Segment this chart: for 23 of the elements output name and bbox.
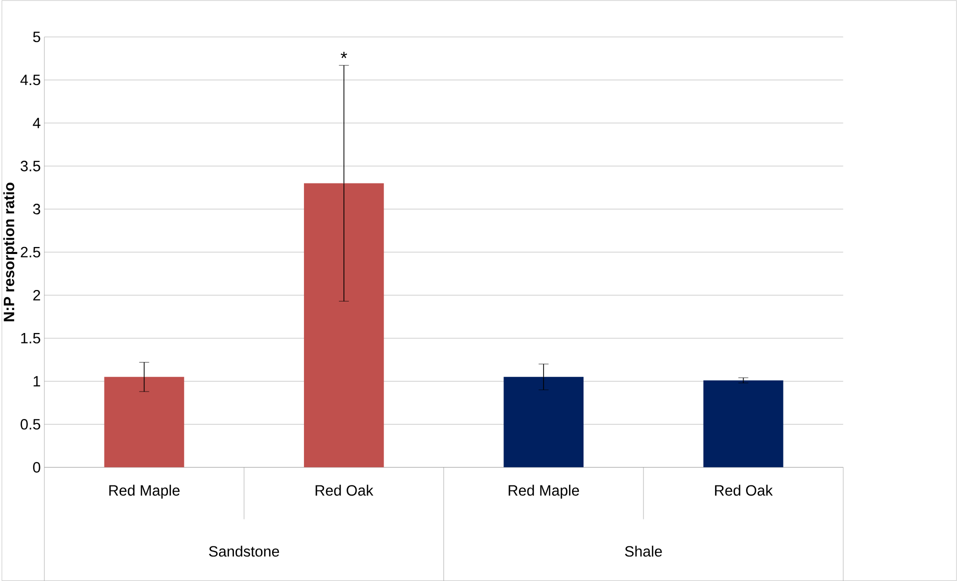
bar bbox=[703, 380, 784, 468]
y-tick-label: 2.5 bbox=[20, 246, 40, 258]
y-tick-label: 0 bbox=[33, 462, 40, 472]
text: Shale bbox=[625, 546, 662, 556]
bar bbox=[304, 183, 384, 468]
x-tick-label: Red Oak bbox=[316, 484, 374, 496]
bar bbox=[104, 376, 184, 468]
y-tick-label: 2 bbox=[33, 290, 40, 300]
y-tick-label: 4.5 bbox=[20, 74, 40, 86]
x-tick-label: Red Maple bbox=[109, 484, 180, 498]
y-tick-label: 1 bbox=[34, 376, 40, 386]
y-tick-label: 3.5 bbox=[20, 160, 40, 172]
x-tick-label: Red Oak bbox=[715, 484, 773, 496]
text: Sandstone bbox=[209, 546, 280, 556]
y-tick-label: 4 bbox=[32, 118, 40, 128]
annotation: * bbox=[340, 52, 348, 58]
y-tick-label: 1.5 bbox=[21, 332, 40, 344]
y-tick-label: 0.5 bbox=[20, 418, 40, 430]
y-tick-label: 3 bbox=[33, 204, 40, 214]
y-axis-title: N:P resorption ratio bbox=[3, 182, 18, 322]
bar bbox=[504, 376, 584, 468]
x-tick-label: Red Maple bbox=[508, 484, 579, 498]
y-tick-label: 5 bbox=[33, 32, 40, 42]
